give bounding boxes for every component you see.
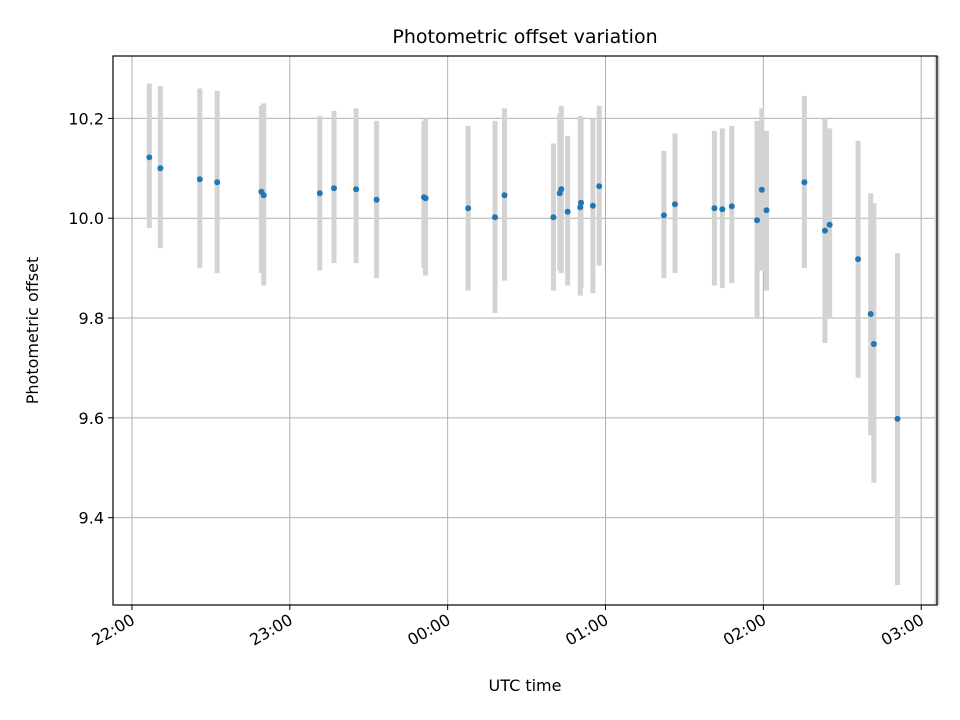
data-point [373,196,380,203]
data-point [758,186,765,193]
data-point [660,212,667,219]
data-point [596,183,603,190]
x-tick-label: 22:00 [89,610,138,650]
x-tick-label: 00:00 [404,610,453,650]
data-point [146,154,153,161]
data-point [719,206,726,213]
data-point [260,192,267,199]
y-tick-label: 9.6 [79,409,104,428]
y-tick-label: 10.0 [68,209,104,228]
chart-title: Photometric offset variation [392,26,657,48]
data-point [728,203,735,210]
data-point [214,179,221,186]
data-point [754,217,761,224]
y-tick-label: 9.4 [79,509,104,528]
data-point [711,205,718,212]
data-point [867,311,874,318]
y-tick-label: 10.2 [68,109,104,128]
data-point [870,340,877,347]
data-point [564,208,571,215]
y-tick-label: 9.8 [79,309,104,328]
x-tick-label: 23:00 [246,610,295,650]
data-point [763,207,770,214]
data-point [801,179,808,186]
data-point [821,227,828,234]
data-point [353,186,360,193]
data-point [492,214,499,221]
x-axis-label: UTC time [489,676,562,695]
data-point [577,204,584,211]
axis-ticks: 22:00 23:00 00:00 01:00 02:00 03:00 9.4 9.6 9.8 1… [68,109,927,649]
data-point [196,176,203,183]
data-points [146,154,901,422]
x-tick-label: 01:00 [562,610,611,650]
x-tick-label: 03:00 [878,610,927,650]
data-point [855,256,862,263]
data-point [157,165,164,172]
error-bars [146,56,940,605]
data-point [578,199,585,206]
data-point [589,202,596,209]
x-tick-label: 02:00 [720,610,769,650]
data-point [501,192,508,199]
data-point [671,201,678,208]
data-point [422,195,429,202]
data-point [316,190,323,197]
data-point [550,214,557,221]
grid-lines [113,56,937,605]
data-point [894,415,901,422]
data-point [465,205,472,212]
data-point [558,186,565,193]
data-point [330,185,337,192]
y-axis-label: Photometric offset [23,257,42,405]
data-point [826,221,833,228]
plot-frame [112,55,938,606]
